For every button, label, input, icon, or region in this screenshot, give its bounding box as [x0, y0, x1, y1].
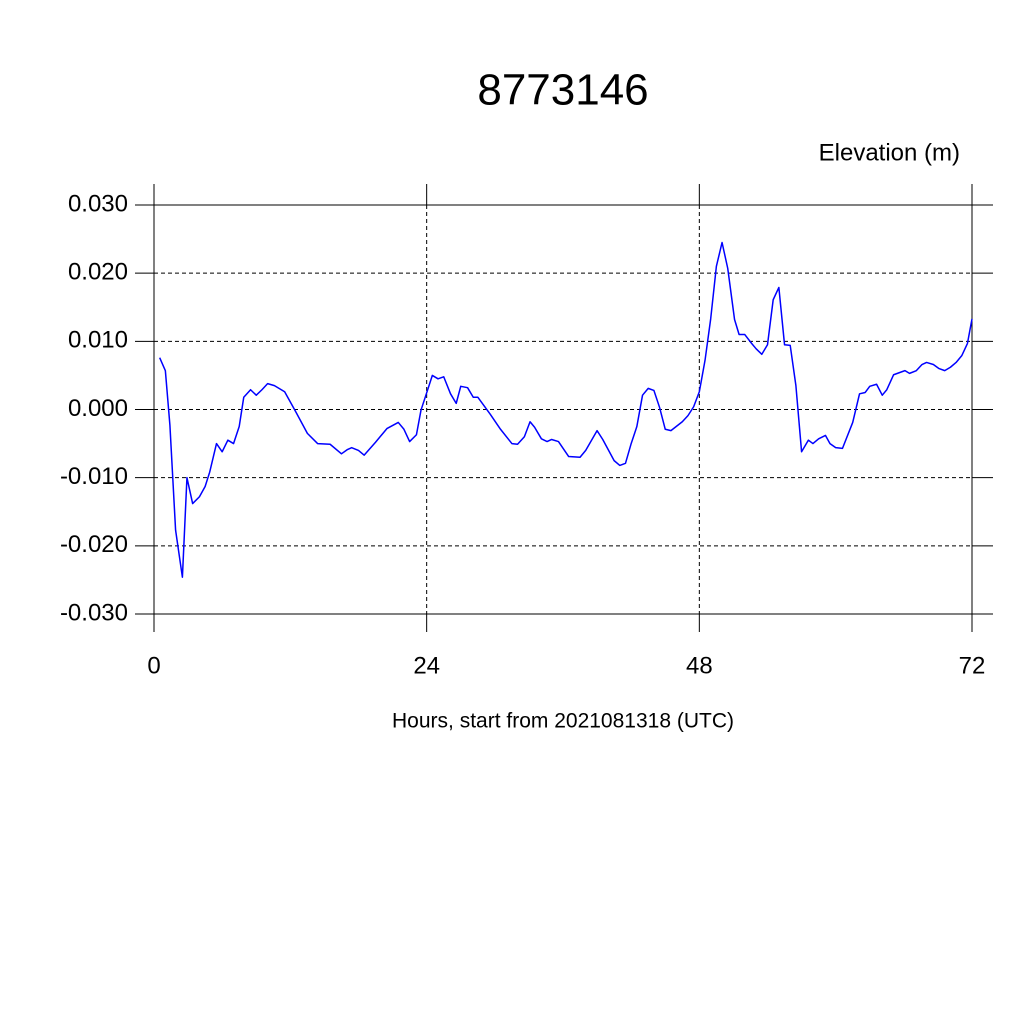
y-tick-label: -0.030	[60, 599, 128, 626]
y-tick-label: -0.020	[60, 531, 128, 558]
x-tick-label: 0	[147, 652, 160, 679]
y-tick-label: -0.010	[60, 463, 128, 490]
chart-title: 8773146	[477, 66, 648, 115]
y-tick-label: 0.000	[68, 395, 128, 422]
data-line	[158, 241, 973, 578]
y-tick-label: 0.020	[68, 259, 128, 286]
y-tick-label: 0.030	[68, 190, 128, 217]
x-tick-label: 24	[413, 652, 440, 679]
x-tick-label: 72	[959, 652, 986, 679]
y-tick-label: 0.010	[68, 327, 128, 354]
x-axis-label: Hours, start from 2021081318 (UTC)	[392, 710, 734, 733]
chart-subtitle: Elevation (m)	[819, 139, 960, 166]
x-tick-label: 48	[686, 652, 713, 679]
